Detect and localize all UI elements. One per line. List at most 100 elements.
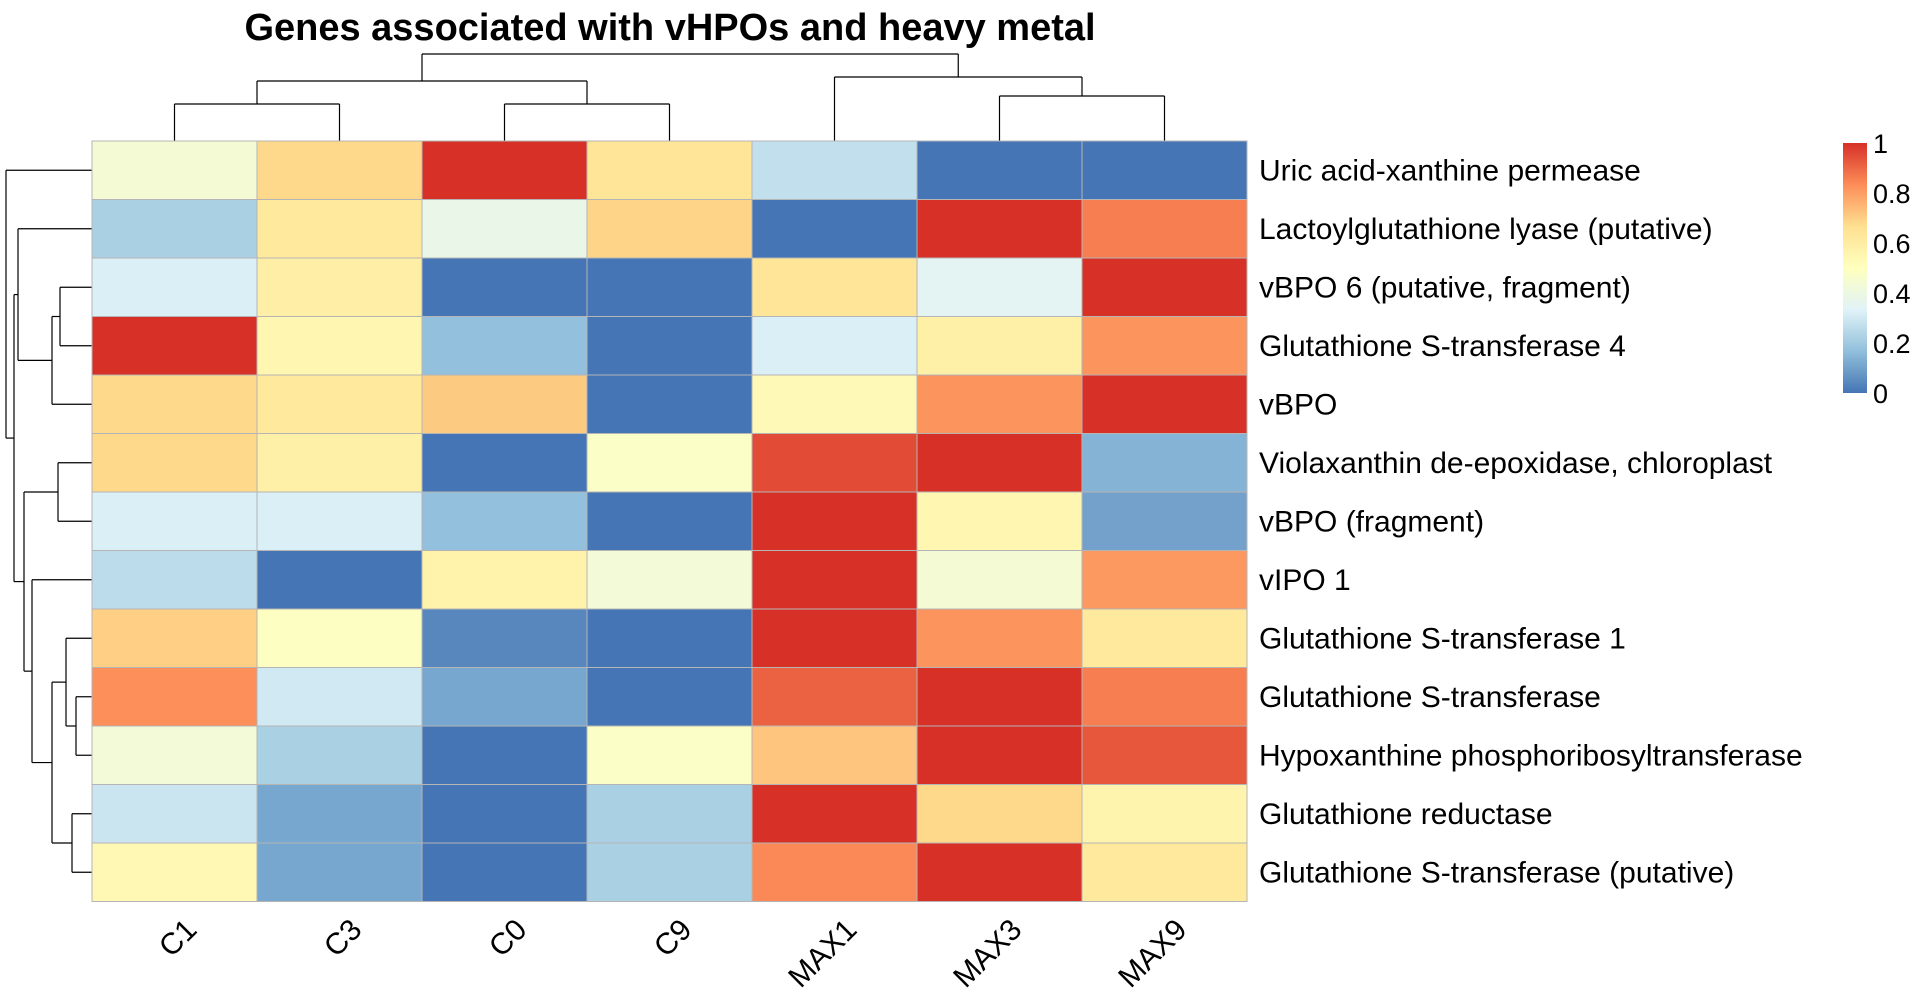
column-labels: C1 C3 C0 C9 MAX1 MAX3 MAX9 <box>153 913 1193 991</box>
heatmap-cell <box>91 784 258 844</box>
heatmap-cell <box>916 842 1083 902</box>
heatmap-cell <box>91 374 258 434</box>
heatmap-cell <box>1081 433 1248 493</box>
heatmap-cell <box>916 667 1083 727</box>
heatmap-cell <box>1081 374 1248 434</box>
row-label: Glutathione S-transferase <box>1259 681 1601 714</box>
heatmap-cell <box>751 491 918 551</box>
heatmap-cell <box>586 842 753 902</box>
heatmap-cell <box>586 316 753 376</box>
legend-tick-label: 0.2 <box>1873 329 1911 359</box>
heatmap-cell <box>916 550 1083 610</box>
heatmap-cell <box>916 316 1083 376</box>
row-label: Glutathione S-transferase (putative) <box>1259 856 1734 889</box>
heatmap-cell <box>586 550 753 610</box>
heatmap-cell <box>586 257 753 317</box>
heatmap-cell <box>256 725 423 785</box>
heatmap-cell <box>751 374 918 434</box>
heatmap-cell <box>421 491 588 551</box>
heatmap-cell <box>256 667 423 727</box>
heatmap-cell <box>751 725 918 785</box>
heatmap-cell <box>1081 491 1248 551</box>
legend-color-bar <box>1843 143 1867 393</box>
heatmap-cell <box>586 433 753 493</box>
row-label: Uric acid-xanthine permease <box>1259 154 1641 187</box>
heatmap-cell <box>751 316 918 376</box>
heatmap-cell <box>751 199 918 259</box>
heatmap-cell <box>916 608 1083 668</box>
heatmap-cell <box>91 725 258 785</box>
heatmap-cell <box>421 550 588 610</box>
heatmap-cell <box>256 433 423 493</box>
row-label: Violaxanthin de-epoxidase, chloroplast <box>1259 447 1773 480</box>
heatmap-cell <box>421 199 588 259</box>
heatmap-cell <box>421 433 588 493</box>
heatmap-cell <box>91 433 258 493</box>
heatmap-cell <box>916 491 1083 551</box>
heatmap-cell <box>91 316 258 376</box>
heatmap-cell <box>586 491 753 551</box>
heatmap-cell <box>916 257 1083 317</box>
legend-tick-label: 1 <box>1873 129 1888 159</box>
heatmap-cell <box>256 550 423 610</box>
heatmap-cell <box>751 257 918 317</box>
legend-tick-label: 0.8 <box>1873 179 1911 209</box>
row-label: Glutathione reductase <box>1259 798 1553 831</box>
heatmap-cell <box>916 433 1083 493</box>
column-label: C9 <box>648 913 698 963</box>
heatmap-cell <box>91 550 258 610</box>
row-label: vIPO 1 <box>1259 564 1351 597</box>
heatmap-cell <box>421 608 588 668</box>
heatmap-cell <box>1081 140 1248 200</box>
heatmap-cell <box>421 374 588 434</box>
row-label: Glutathione S-transferase 1 <box>1259 622 1626 655</box>
heatmap-cell <box>586 608 753 668</box>
column-label: C1 <box>153 913 203 963</box>
legend-tick-label: 0.6 <box>1873 229 1911 259</box>
heatmap-cell <box>256 199 423 259</box>
heatmap-cell <box>751 140 918 200</box>
heatmap-cell <box>91 491 258 551</box>
heatmap-cell <box>916 140 1083 200</box>
row-label: vBPO <box>1259 388 1337 421</box>
chart-title: Genes associated with vHPOs and heavy me… <box>244 7 1095 49</box>
column-label: C3 <box>318 913 368 963</box>
heatmap-cell <box>256 374 423 434</box>
heatmap-cell <box>751 667 918 727</box>
row-dendrogram <box>5 169 92 873</box>
heatmap-cell <box>91 842 258 902</box>
heatmap-cell <box>751 842 918 902</box>
heatmap-cell <box>1081 199 1248 259</box>
heatmap-cell <box>751 433 918 493</box>
heatmap-cell <box>751 550 918 610</box>
heatmap-cell <box>586 667 753 727</box>
heatmap-cell <box>91 608 258 668</box>
heatmap-cell <box>256 842 423 902</box>
legend-tick-label: 0 <box>1873 379 1888 409</box>
row-label: vBPO 6 (putative, fragment) <box>1259 271 1631 304</box>
heatmap-cell <box>1081 842 1248 902</box>
heatmap-cell <box>586 374 753 434</box>
row-label: vBPO (fragment) <box>1259 505 1484 538</box>
heatmap-cell <box>256 140 423 200</box>
heatmap-cell <box>586 140 753 200</box>
heatmap-cells <box>91 140 1248 902</box>
heatmap-cell <box>1081 725 1248 785</box>
color-legend: 1 0.8 0.6 0.4 0.2 0 <box>1843 129 1911 409</box>
column-dendrogram <box>173 53 1166 141</box>
heatmap-cell <box>916 725 1083 785</box>
heatmap-cell <box>751 784 918 844</box>
heatmap-cell <box>421 725 588 785</box>
legend-tick-label: 0.4 <box>1873 279 1911 309</box>
heatmap-cell <box>91 667 258 727</box>
row-label: Lactoylglutathione lyase (putative) <box>1259 213 1713 246</box>
heatmap-cell <box>421 667 588 727</box>
heatmap-cell <box>421 842 588 902</box>
row-label: Glutathione S-transferase 4 <box>1259 330 1626 363</box>
heatmap-cell <box>256 491 423 551</box>
heatmap-cell <box>256 257 423 317</box>
heatmap-cell <box>1081 667 1248 727</box>
heatmap-cell <box>751 608 918 668</box>
column-label: MAX3 <box>947 913 1028 991</box>
